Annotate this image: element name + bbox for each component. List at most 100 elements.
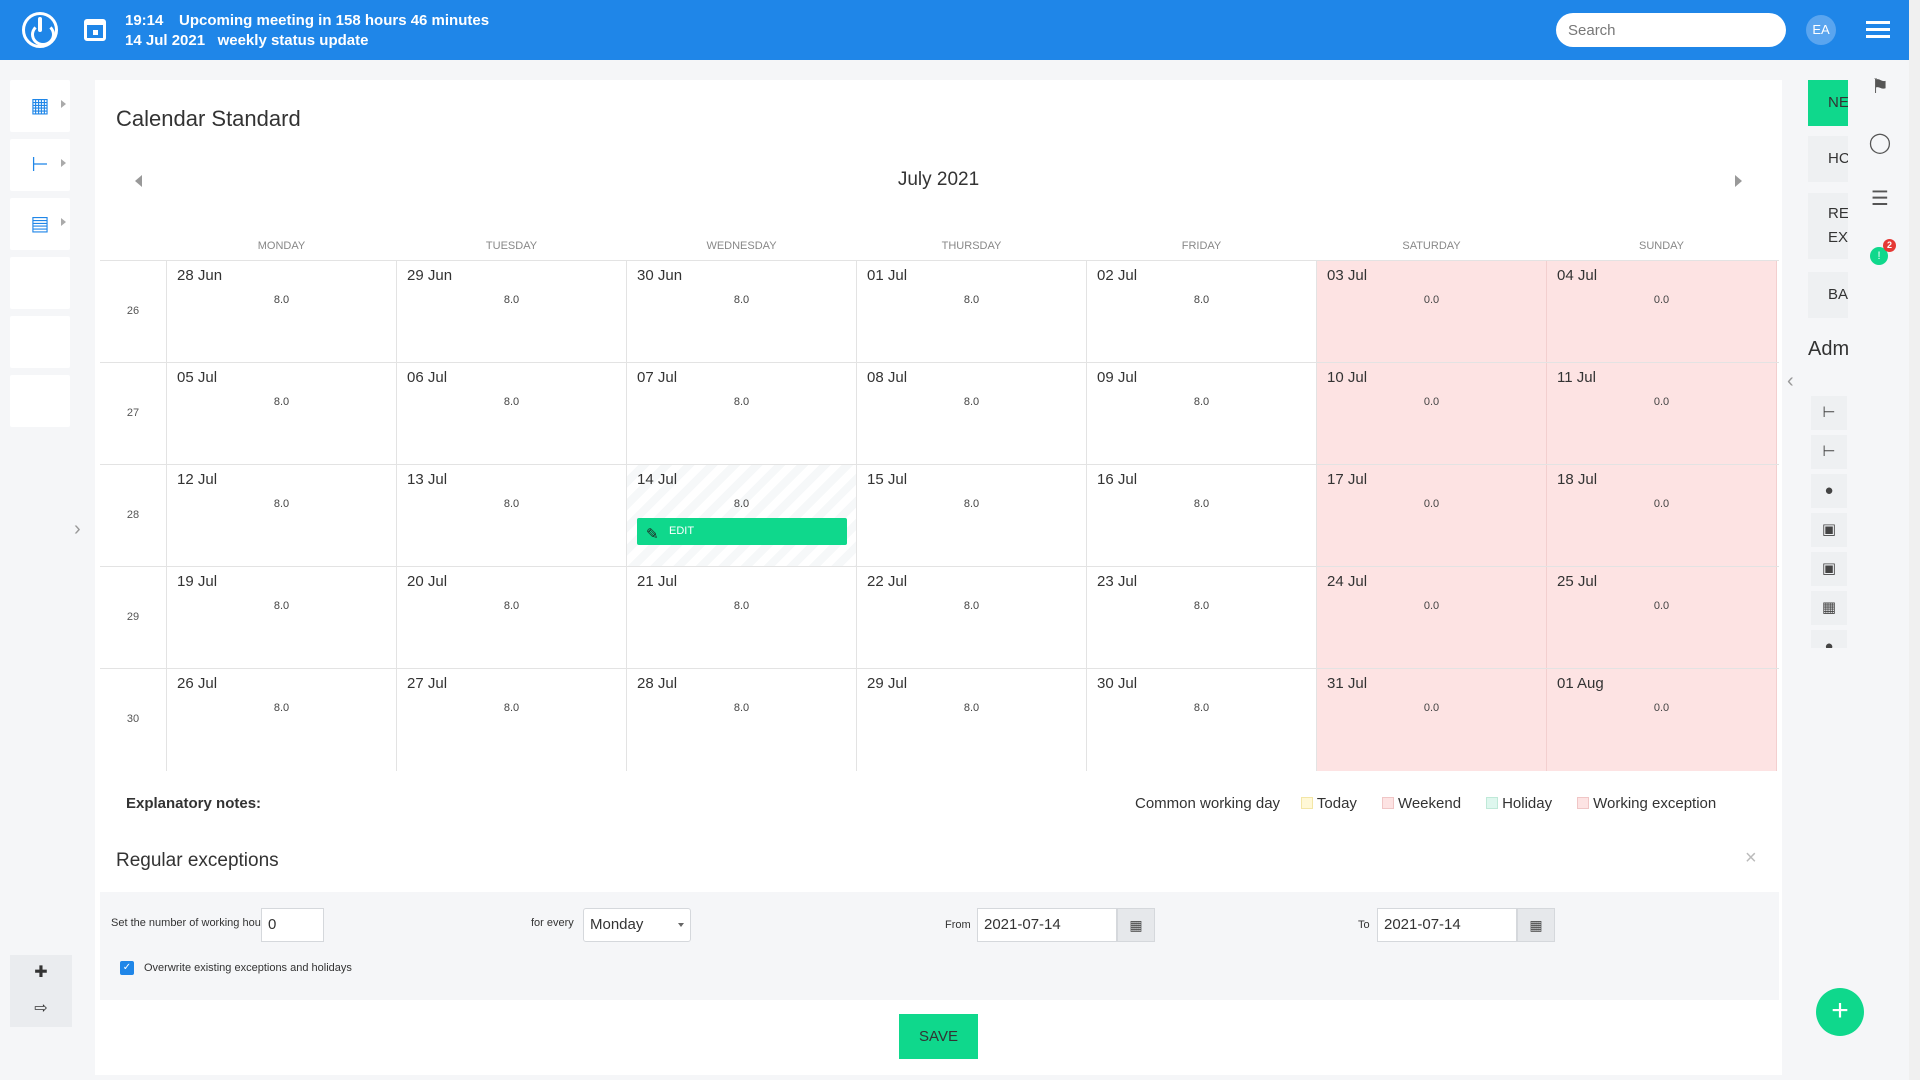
day-hours: 8.0	[733, 396, 750, 408]
from-date-input[interactable]: 2021-07-14	[977, 908, 1117, 942]
day-date: 19 Jul	[177, 573, 218, 590]
legend: Common working day Today Weekend Holiday…	[1135, 795, 1716, 812]
structure-alt-icon[interactable]: ⊢	[1811, 435, 1847, 469]
calendar-day-cell[interactable]: 17 Jul 0.0	[1317, 465, 1547, 567]
to-calendar-icon[interactable]: ▦	[1517, 908, 1555, 942]
edit-day-button[interactable]: ✎ EDIT	[637, 518, 847, 545]
logo-icon[interactable]	[22, 12, 58, 48]
calendar-day-cell[interactable]: 11 Jul 0.0	[1547, 363, 1777, 465]
upcoming-meeting[interactable]: 19:14 Upcoming meeting in 158 hours 46 mi…	[125, 11, 489, 51]
hours-input[interactable]: 0	[261, 908, 324, 942]
week-row: 29 19 Jul 8.0 20 Jul 8.0 21 Jul 8.0 22 Jul 8.0 23…	[100, 566, 1779, 669]
expand-sidebar-icon[interactable]: ›	[74, 518, 81, 540]
calendar-day-cell[interactable]: 28 Jul 8.0	[627, 669, 857, 771]
day-hours: 0.0	[1423, 498, 1440, 510]
flag-icon[interactable]: ⚑	[1871, 76, 1889, 98]
calendar-day-cell[interactable]: 23 Jul 8.0	[1087, 567, 1317, 669]
sidebar-bottom: ✚ ⇨	[10, 955, 72, 1027]
calendar-day-cell[interactable]: 24 Jul 0.0	[1317, 567, 1547, 669]
calendar-day-cell[interactable]: 30 Jul 8.0	[1087, 669, 1317, 771]
calendar-day-cell[interactable]: 27 Jul 8.0	[397, 669, 627, 771]
calendar-day-cell[interactable]: 01 Jul 8.0	[857, 261, 1087, 363]
calendar-day-cell[interactable]: 04 Jul 0.0	[1547, 261, 1777, 363]
day-hours: 8.0	[963, 600, 980, 612]
to-date-input[interactable]: 2021-07-14	[1377, 908, 1517, 942]
shield-icon[interactable]: ●	[1811, 630, 1847, 648]
day-date: 28 Jun	[177, 267, 223, 284]
add-fab-button[interactable]: +	[1816, 988, 1864, 1036]
calendar-day-cell[interactable]: 10 Jul 0.0	[1317, 363, 1547, 465]
calendar-day-cell[interactable]: 18 Jul 0.0	[1547, 465, 1777, 567]
search-input[interactable]	[1556, 13, 1786, 47]
badge-icon[interactable]: ▣	[1811, 552, 1847, 586]
regular-exceptions-title: Regular exceptions	[116, 850, 279, 871]
calendar-day-cell[interactable]: 13 Jul 8.0	[397, 465, 627, 567]
scrollbar[interactable]	[1909, 0, 1920, 1080]
calendar-day-cell[interactable]: 30 Jun 8.0	[627, 261, 857, 363]
calendar-day-cell[interactable]: 09 Jul 8.0	[1087, 363, 1317, 465]
calendar-day-cell[interactable]: 28 Jun 8.0	[167, 261, 397, 363]
sidebar-dashboard[interactable]: ▦	[10, 80, 70, 132]
calendar-day-cell[interactable]: 07 Jul 8.0	[627, 363, 857, 465]
lightbulb-icon[interactable]: ◯	[1868, 132, 1892, 154]
calendar-day-cell[interactable]: 25 Jul 0.0	[1547, 567, 1777, 669]
calendar-day-cell[interactable]: 26 Jul 8.0	[167, 669, 397, 771]
structure-icon[interactable]: ⊢	[1811, 396, 1847, 430]
save-button[interactable]: SAVE	[899, 1014, 978, 1059]
calendar-day-cell[interactable]: 05 Jul 8.0	[167, 363, 397, 465]
calendar-day-cell[interactable]: 19 Jul 8.0	[167, 567, 397, 669]
calendar-day-cell[interactable]: 31 Jul 0.0	[1317, 669, 1547, 771]
day-date: 20 Jul	[407, 573, 448, 590]
day-header: MONDAY	[257, 240, 306, 252]
calendar-day-cell[interactable]: 22 Jul 8.0	[857, 567, 1087, 669]
calendar-day-cell[interactable]: 08 Jul 8.0	[857, 363, 1087, 465]
logout-icon[interactable]: ⇨	[34, 1000, 48, 1017]
calendar-day-cell[interactable]: 29 Jun 8.0	[397, 261, 627, 363]
calendar-day-cell[interactable]: 12 Jul 8.0	[167, 465, 397, 567]
notification-count: 2	[1883, 239, 1896, 252]
sidebar-empty-2[interactable]	[10, 316, 70, 368]
calendar-day-cell[interactable]: 29 Jul 8.0	[857, 669, 1087, 771]
week-number: 27	[100, 363, 167, 465]
sidebar-structure[interactable]: ⊢	[10, 139, 70, 191]
sidebar-empty-1[interactable]	[10, 257, 70, 309]
calendar-day-cell[interactable]: 14 Jul 8.0 ✎ EDIT	[627, 465, 857, 567]
weekday-select[interactable]: Monday	[583, 908, 691, 942]
collapse-sidebar-icon[interactable]: ‹	[1787, 370, 1794, 392]
avatar[interactable]: EA	[1806, 15, 1836, 45]
day-date: 30 Jun	[637, 267, 683, 284]
day-hours: 0.0	[1423, 294, 1440, 306]
right-button-hc[interactable]: HC	[1808, 136, 1848, 182]
next-month-icon[interactable]	[1735, 175, 1742, 187]
calendar-day-cell[interactable]: 20 Jul 8.0	[397, 567, 627, 669]
menu-icon[interactable]	[1866, 21, 1890, 39]
calendar-day-cell[interactable]: 21 Jul 8.0	[627, 567, 857, 669]
right-button-ba[interactable]: BA	[1808, 272, 1848, 318]
from-calendar-icon[interactable]: ▦	[1117, 908, 1155, 942]
calendar-day-cell[interactable]: 06 Jul 8.0	[397, 363, 627, 465]
notification-icon[interactable]: !	[1870, 247, 1888, 265]
calendar-day-cell[interactable]: 01 Aug 0.0	[1547, 669, 1777, 771]
legend-today-swatch	[1300, 797, 1313, 809]
calendar-admin-icon[interactable]: ▦	[1811, 591, 1847, 625]
calendar-day-cell[interactable]: 02 Jul 8.0	[1087, 261, 1317, 363]
calendar-icon[interactable]	[84, 19, 106, 41]
previous-month-icon[interactable]	[135, 175, 142, 187]
day-date: 29 Jun	[407, 267, 453, 284]
close-icon[interactable]: ×	[1745, 847, 1757, 869]
user-icon[interactable]: ●	[1811, 474, 1847, 508]
day-hours: 8.0	[1193, 702, 1210, 714]
add-user-icon[interactable]: ✚	[34, 964, 48, 981]
day-hours: 8.0	[733, 294, 750, 306]
sidebar-empty-3[interactable]	[10, 375, 70, 427]
picture-icon[interactable]: ▣	[1811, 513, 1847, 547]
calendar-day-cell[interactable]: 16 Jul 8.0	[1087, 465, 1317, 567]
sidebar-tasks[interactable]: ▤	[10, 198, 70, 250]
right-button-regular-exceptions[interactable]: RE EX	[1808, 193, 1848, 259]
overwrite-checkbox[interactable]: ✓	[120, 961, 134, 975]
calendar-day-cell[interactable]: 03 Jul 0.0	[1317, 261, 1547, 363]
calendar-day-cell[interactable]: 15 Jul 8.0	[857, 465, 1087, 567]
right-button-new[interactable]: NE	[1808, 80, 1848, 126]
day-date: 01 Aug	[1557, 675, 1604, 692]
checklist-icon[interactable]: ☰	[1871, 188, 1889, 210]
